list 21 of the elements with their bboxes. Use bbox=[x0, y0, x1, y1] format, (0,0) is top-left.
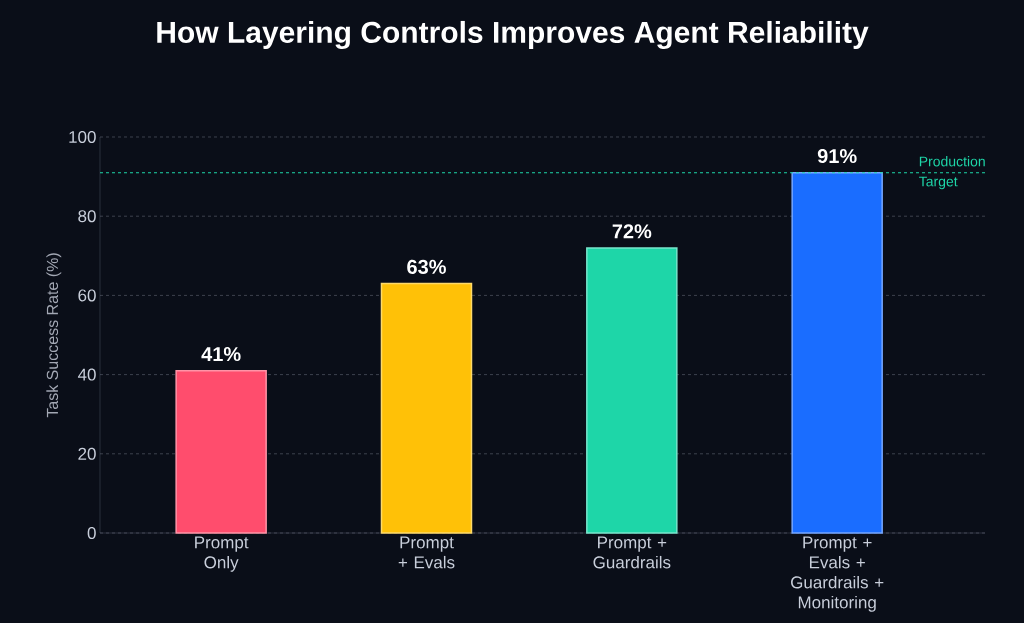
bar bbox=[586, 247, 678, 534]
y-tick-label: 100 bbox=[69, 130, 96, 144]
y-tick-label: 80 bbox=[78, 210, 96, 223]
bar bbox=[175, 369, 267, 534]
ref-line-label: Production Target bbox=[919, 156, 985, 190]
x-tick-label: Prompt + Evals bbox=[398, 536, 455, 569]
y-tick-label: 40 bbox=[77, 368, 96, 381]
y-axis-title: Task Success Rate (%) bbox=[46, 253, 62, 418]
data-label: 72% bbox=[612, 224, 652, 239]
data-label: 41% bbox=[201, 347, 241, 362]
x-tick-label: Prompt + Evals + Guardrails + Monitoring bbox=[791, 536, 884, 612]
y-tick-label: 0 bbox=[87, 526, 96, 540]
chart-title: How Layering Controls Improves Agent Reliability bbox=[157, 20, 869, 50]
y-tick-label: 20 bbox=[78, 447, 96, 460]
x-tick-label: Prompt Only bbox=[195, 536, 249, 572]
data-label: 91% bbox=[817, 148, 857, 164]
bar bbox=[380, 282, 473, 534]
x-tick-label: Prompt + Guardrails bbox=[593, 536, 671, 569]
bar bbox=[791, 171, 883, 534]
data-label: 63% bbox=[407, 259, 446, 274]
y-tick-label: 60 bbox=[78, 289, 96, 302]
